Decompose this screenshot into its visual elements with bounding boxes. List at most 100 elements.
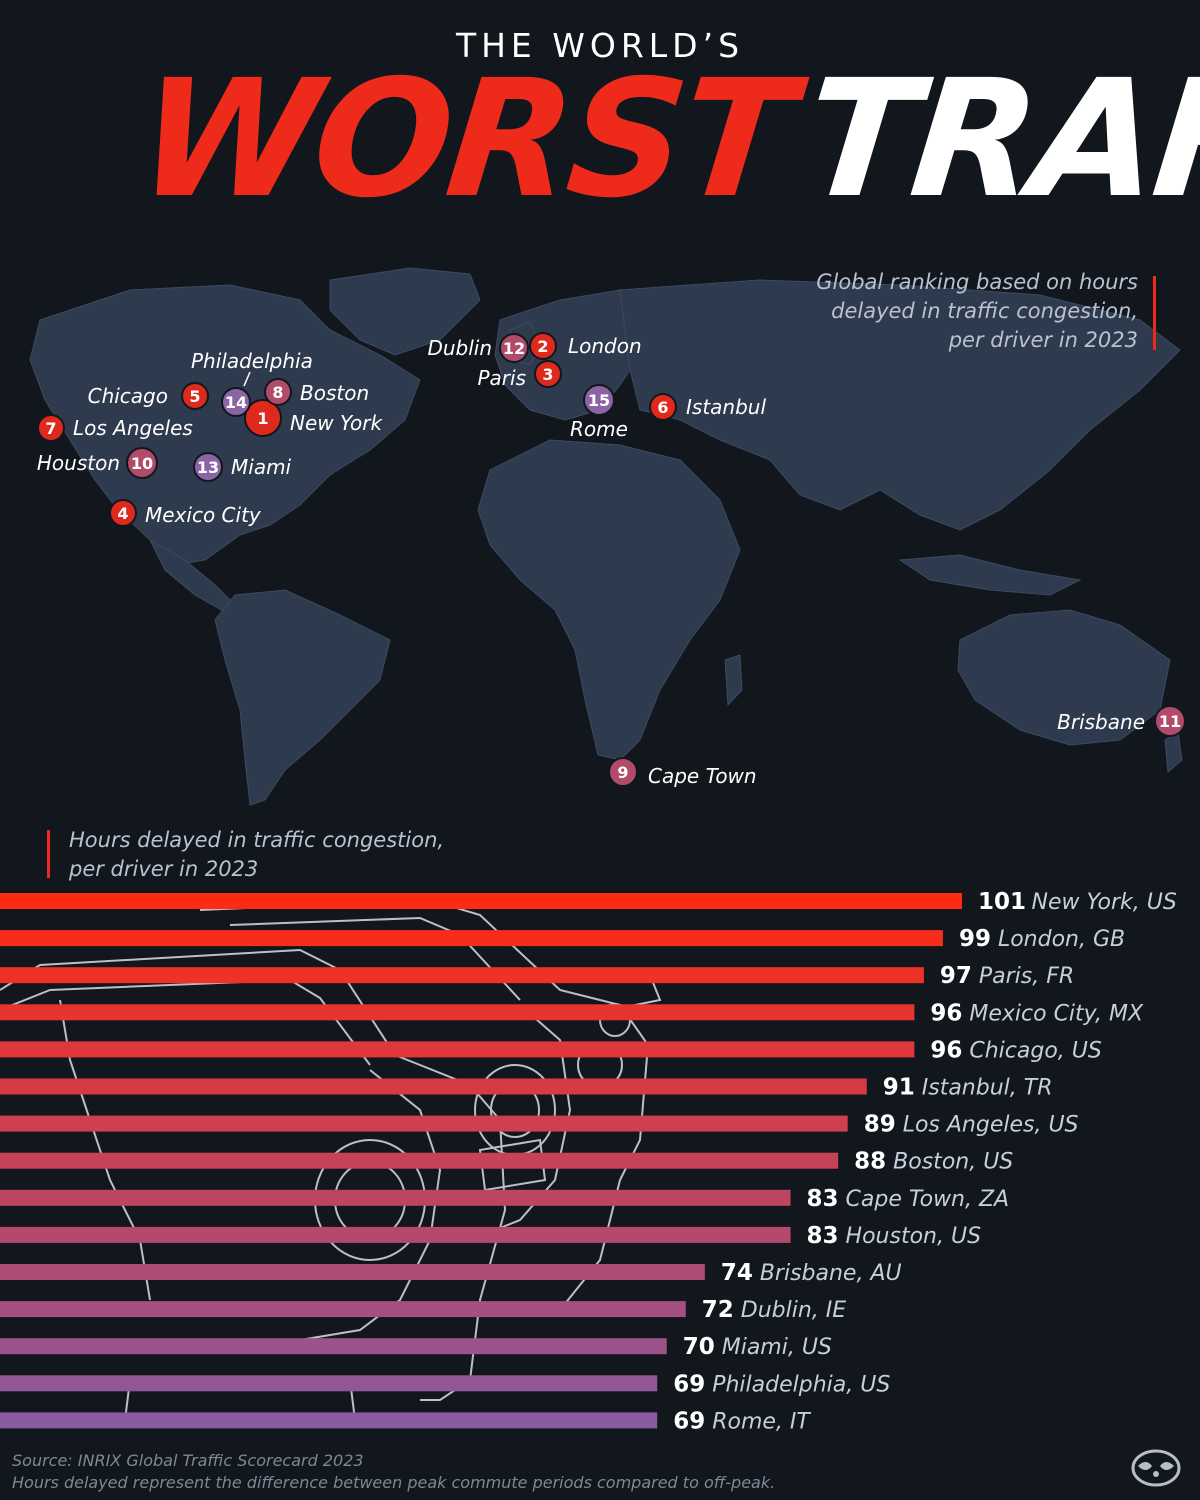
bar-category-label: Dublin, IE	[741, 1298, 846, 1323]
map-pin: 5 Chicago	[88, 382, 209, 410]
map-pin-badge	[181, 382, 209, 410]
bar-category-label: Boston, US	[893, 1150, 1013, 1175]
bar	[0, 1412, 658, 1429]
map-pin-badge	[264, 378, 292, 406]
map-pin-badge	[649, 393, 677, 421]
world-landmass	[29, 267, 1183, 806]
map-pin-city: London	[568, 334, 642, 358]
map-pin: 9 Cape Town	[608, 757, 757, 788]
land-australia	[957, 609, 1171, 746]
map-pin-badge	[1154, 705, 1186, 737]
land-africa	[477, 439, 741, 761]
bar	[0, 1264, 705, 1280]
map-pin-badge	[37, 414, 65, 442]
world-map: 1 New York 2 London 3 Paris 4 Mexico City 5 Chica…	[29, 267, 1186, 806]
title-headline-traffic: TRAFFIC	[796, 46, 1200, 234]
bar	[0, 1041, 915, 1058]
bar-value-label: 97	[940, 963, 972, 989]
map-pin-badge	[126, 447, 158, 479]
bar-chart: 101 New York, US 99 London, GB 97 Paris, FR 96…	[0, 889, 1177, 1434]
bar-texts: 101 New York, US 99 London, GB 97 Paris, FR 96…	[673, 889, 1177, 1434]
map-pin-rank: 7	[45, 419, 56, 438]
bar-value-label: 96	[930, 1000, 962, 1026]
bar-category-label: Brisbane, AU	[760, 1261, 902, 1286]
map-pin-city: Philadelphia	[191, 349, 313, 373]
bar-value-label: 72	[702, 1297, 734, 1323]
map-subtitle-line: Global ranking based on hours	[816, 270, 1138, 294]
source-note: Source: INRIX Global Traffic Scorecard 2…	[12, 1450, 1012, 1494]
chart-subtitle-line: Hours delayed in traffic congestion,	[69, 828, 445, 852]
map-pin-rank: 13	[197, 458, 219, 477]
map-pin: 13 Miami	[193, 452, 292, 482]
bar-category-label: Istanbul, TR	[922, 1076, 1053, 1101]
chart-subtitle-accent-bar	[47, 830, 50, 878]
map-pin-city: Mexico City	[145, 503, 262, 527]
bar	[0, 1301, 686, 1318]
map-pin-city: Dublin	[427, 336, 492, 360]
map-pin-rank: 6	[657, 398, 668, 417]
bar-value-label: 69	[673, 1371, 705, 1397]
bar-value-label: 70	[683, 1334, 715, 1360]
chart-subtitle: Hours delayed in traffic congestion, per…	[69, 826, 529, 884]
map-pin: 7 Los Angeles	[37, 414, 193, 442]
map-pin-city: Los Angeles	[73, 416, 193, 440]
land-indonesia	[898, 554, 1082, 596]
map-pin-city: Istanbul	[686, 395, 766, 419]
bar	[0, 1078, 867, 1095]
bar-value-label: 89	[864, 1112, 896, 1138]
title-headline: WORSTTRAFFIC	[129, 40, 1200, 240]
bar-value-label: 99	[959, 926, 991, 952]
land-new-zealand	[1164, 731, 1183, 774]
map-pin-leader-line	[243, 371, 251, 387]
bar-category-label: London, GB	[998, 927, 1125, 952]
map-pins: 1 New York 2 London 3 Paris 4 Mexico City 5 Chica…	[37, 332, 1186, 788]
bar-category-label: Cape Town, ZA	[846, 1187, 1010, 1212]
bar	[0, 1226, 791, 1243]
map-pin: 6 Istanbul	[649, 393, 766, 421]
title-kicker: THE WORLD’S	[455, 26, 745, 65]
bar	[0, 1004, 915, 1021]
map-pin-rank: 12	[503, 339, 525, 358]
map-pin: 10 Houston	[37, 447, 158, 479]
map-pin-rank: 1	[257, 409, 268, 428]
bar	[0, 1338, 667, 1355]
map-pin-badge	[529, 332, 557, 360]
bar-category-label: Los Angeles, US	[903, 1113, 1079, 1138]
bar	[0, 967, 924, 984]
map-pin: 12 Dublin	[427, 333, 529, 363]
bar-value-label: 88	[854, 1149, 886, 1175]
chart-subtitle-line: per driver in 2023	[69, 857, 259, 881]
bar	[0, 1189, 791, 1206]
map-pin-rank: 8	[272, 383, 283, 402]
bar-value-label: 91	[883, 1075, 915, 1101]
map-pin: 11 Brisbane	[1057, 705, 1186, 737]
map-pin: 2 London	[529, 332, 642, 360]
bar-category-label: Mexico City, MX	[969, 1001, 1144, 1026]
map-pin-city: Chicago	[88, 384, 168, 408]
map-pin-rank: 5	[189, 387, 200, 406]
bar	[0, 1115, 848, 1132]
land-madagascar	[724, 654, 743, 707]
map-pin-city: Boston	[300, 381, 369, 405]
map-pin: 14 Philadelphia	[191, 349, 313, 417]
bar	[0, 1152, 839, 1169]
bar-category-label: New York, US	[1032, 890, 1177, 915]
bar	[0, 893, 962, 909]
map-subtitle-accent-bar	[1153, 276, 1156, 350]
bar-category-label: Chicago, US	[969, 1038, 1102, 1063]
map-pin-city: Houston	[37, 451, 120, 475]
map-pin-rank: 15	[588, 391, 610, 410]
map-pin-rank: 14	[225, 393, 247, 412]
source-footnote: Hours delayed represent the difference b…	[12, 1473, 776, 1492]
bar-value-label: 83	[807, 1223, 839, 1249]
map-pin-badge	[583, 384, 615, 416]
map-pin-city: New York	[290, 411, 383, 435]
map-pin-badge	[221, 387, 251, 417]
land-north-america	[29, 284, 421, 566]
map-pin-city: Cape Town	[648, 764, 757, 788]
bars	[0, 893, 962, 1429]
bar-category-label: Miami, US	[722, 1335, 832, 1360]
map-pin-badge	[499, 333, 529, 363]
map-subtitle-line: per driver in 2023	[948, 328, 1138, 352]
map-pin: 15 Rome	[570, 384, 628, 441]
